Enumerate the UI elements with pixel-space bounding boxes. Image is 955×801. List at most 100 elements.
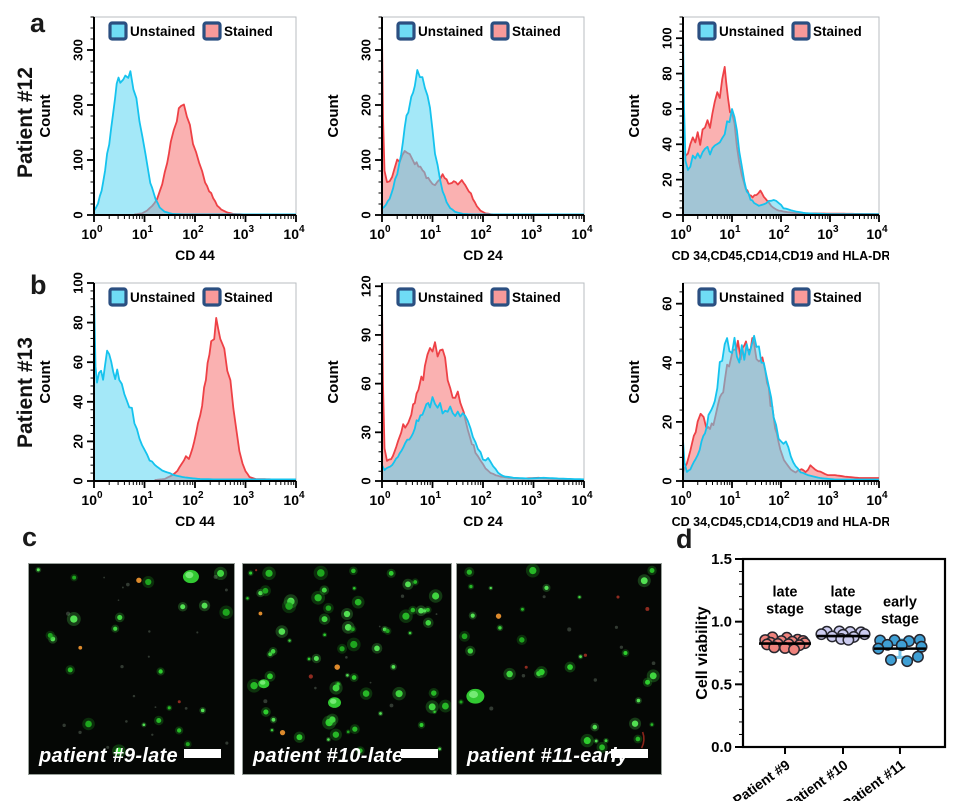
legend-label-stained: Stained [512, 24, 561, 39]
live-cell [317, 569, 325, 577]
dead-cell [255, 569, 258, 572]
x-tick-label: 101 [420, 224, 442, 242]
dim-cell [148, 630, 151, 633]
cell-cluster-core [329, 698, 337, 704]
panel-label-c: c [22, 522, 38, 552]
cell-cluster-core [469, 690, 479, 699]
live-cell [635, 736, 641, 742]
live-cell [70, 615, 78, 623]
y-tick-label: 0 [70, 211, 85, 218]
x-tick-label: 104 [571, 224, 593, 242]
live-cell [362, 690, 370, 697]
x-tick-label: 104 [283, 490, 305, 508]
micrograph-label: patient #10-late [253, 745, 404, 767]
histogram-patient12-cd24: 0 100 200 300 100 101 102 103 104 Count CD 24 Unsta… [324, 5, 594, 270]
x-axis-label: CD 44 [175, 513, 215, 529]
live-cell [529, 566, 537, 575]
live-cell [567, 664, 573, 670]
x-tick-label: 101 [719, 490, 741, 508]
live-cell [185, 742, 190, 747]
dim-cell [196, 631, 199, 634]
live-cell [288, 639, 291, 642]
y-tick-label: 200 [358, 94, 373, 116]
y-tick-label: 30 [358, 425, 373, 439]
panel-label-b: b [30, 270, 47, 300]
series-fill-unstained [382, 70, 584, 215]
histogram-patient13-cd24: 0 30 60 90 120 100 101 102 103 104 Count CD 24 Unsta… [324, 271, 594, 536]
live-cell [419, 723, 424, 727]
orange-cell [78, 645, 83, 650]
live-cell [418, 607, 424, 614]
legend-label-unstained: Unstained [418, 24, 483, 39]
live-cell [374, 645, 380, 652]
micrograph-patient11-early: patient #11-early [456, 563, 662, 775]
live-cell [72, 575, 77, 580]
x-tick-label: 103 [817, 224, 839, 242]
live-cell [351, 568, 356, 574]
series-fill-unstained [382, 397, 584, 481]
live-cell [156, 717, 162, 723]
dim-cell [103, 576, 106, 579]
x-tick-label: 100 [81, 490, 103, 508]
y-tick-label: 80 [70, 315, 85, 329]
y-tick-label: 0 [659, 211, 674, 218]
x-tick-label: 101 [132, 224, 154, 242]
y-tick-label: 0 [358, 211, 373, 218]
live-cell [167, 706, 171, 710]
data-point [815, 628, 828, 641]
live-cell [506, 670, 513, 678]
series-fill-unstained [683, 27, 879, 215]
dim-cell [224, 588, 228, 592]
live-cell [351, 675, 357, 680]
legend-swatch-unstained [697, 287, 717, 307]
y-tick-label: 100 [358, 149, 373, 171]
live-cell [405, 581, 411, 588]
dead-cell [645, 606, 650, 611]
data-point [901, 655, 914, 668]
live-cell [408, 631, 412, 635]
y-tick-label: 60 [659, 102, 674, 116]
micrograph-patient10-late: patient #10-late [242, 563, 452, 775]
x-tick-label: 104 [571, 490, 593, 508]
series-line-unstained [381, 396, 585, 481]
panel-label-d: d [676, 524, 693, 554]
y-axis-label: Count [626, 360, 643, 403]
live-cell [263, 709, 269, 715]
cell-cluster-core [185, 571, 194, 579]
chart-svg: 0 20 40 60 80 100 100 101 102 103 104 Count CD 44 Uns… [37, 272, 305, 529]
live-cell [442, 702, 449, 710]
dim-cell [593, 678, 598, 682]
x-tick-label: 103 [233, 490, 255, 508]
scale-bar [611, 749, 648, 758]
live-cell [321, 616, 328, 623]
y-tick-label: 90 [358, 328, 373, 342]
x-tick-label: 104 [283, 224, 305, 242]
live-cell [350, 640, 358, 649]
row-label-patient-12: Patient #12 [14, 67, 37, 178]
orange-cell [334, 664, 340, 670]
live-cell [249, 571, 253, 575]
legend-swatch-stained [202, 287, 222, 307]
live-cell [327, 738, 330, 741]
x-tick-label: 100 [670, 490, 692, 508]
live-cell [461, 633, 468, 640]
y-axis-label: Count [37, 360, 54, 403]
dim-cell [542, 595, 546, 599]
dim-cell [314, 686, 317, 690]
live-cell [649, 568, 655, 574]
live-cell [307, 657, 311, 661]
live-cell [352, 586, 356, 590]
dead-cell [308, 674, 313, 679]
micrograph-image [245, 565, 451, 756]
series-fill-unstained [94, 292, 296, 481]
y-tick-label: 40 [70, 395, 85, 409]
chart-svg: 0 30 60 90 120 100 101 102 103 104 Count CD 24 Unsta… [325, 275, 593, 529]
dim-cell [614, 625, 619, 629]
y-tick-label: 0 [659, 477, 674, 484]
live-cell [270, 649, 276, 654]
y-tick-label: 100 [70, 272, 85, 294]
live-cell [467, 648, 474, 654]
x-tick-label: 102 [182, 490, 204, 508]
dim-cell [369, 681, 372, 684]
live-cell [258, 590, 263, 596]
